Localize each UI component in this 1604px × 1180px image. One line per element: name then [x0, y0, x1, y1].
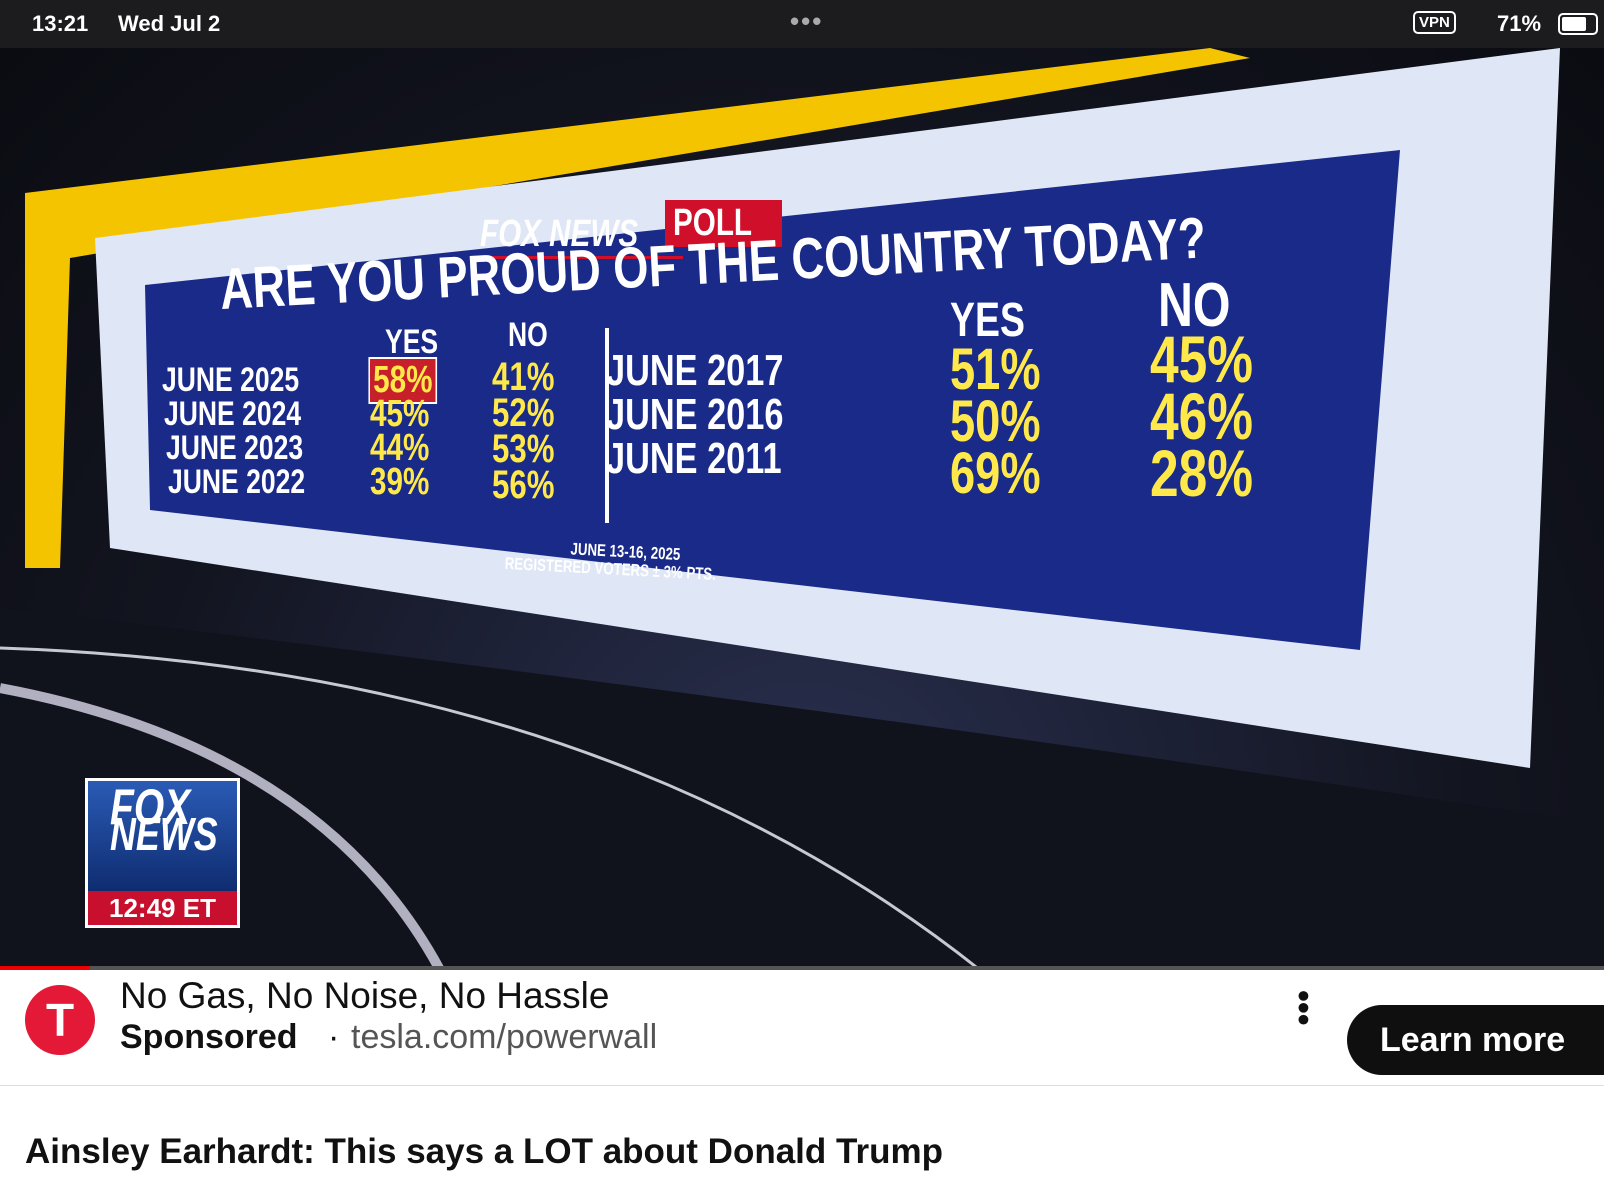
yes-value: 51% [950, 336, 1066, 403]
column-header-text: NO [508, 316, 548, 354]
advertiser-logo: T [25, 985, 95, 1055]
yes-value: 39% [370, 461, 446, 504]
column-header: NO [1158, 270, 1251, 341]
video-player[interactable]: FOX NEWS POLL ARE YOU PROUD OF THE COUNT… [0, 48, 1604, 970]
yes-value-text: 50% [950, 389, 1041, 454]
separator: · [328, 1018, 340, 1056]
row-label-text: JUNE 2024 [164, 395, 302, 433]
ad-banner[interactable]: T No Gas, No Noise, No Hassle Sponsored … [0, 970, 1604, 1086]
learn-more-button[interactable]: Learn more [1347, 1005, 1604, 1075]
no-value: 46% [1150, 378, 1282, 454]
column-header-text: YES [950, 294, 1025, 347]
video-title: Ainsley Earhardt: This says a LOT about … [25, 1132, 943, 1171]
no-value-text: 56% [492, 463, 555, 507]
brand: FOX NEWS [480, 213, 639, 255]
no-value-text: 28% [1150, 436, 1254, 510]
ad-url[interactable]: tesla.com/powerwall [351, 1018, 658, 1056]
row-label: JUNE 2017 [606, 346, 833, 396]
column-header-text: NO [1158, 271, 1231, 340]
column-header: YES [950, 293, 1046, 348]
row-label-text: JUNE 2017 [606, 346, 784, 395]
time: 13:21 [32, 11, 89, 36]
multitask-dots[interactable]: ••• [790, 6, 824, 36]
yes-value: 44% [370, 427, 446, 470]
no-value: 45% [1150, 321, 1282, 397]
row-label: JUNE 2023 [166, 429, 342, 468]
yes-value: 45% [370, 393, 446, 436]
row-label-text: JUNE 2011 [606, 434, 782, 483]
yes-value-text: 69% [950, 441, 1041, 506]
column-header: NO [508, 316, 559, 355]
sponsored-label: Sponsored [120, 1018, 298, 1056]
more-options[interactable]: ••• [1284, 990, 1322, 1026]
yes-value: 58% [368, 357, 454, 404]
row-label-text: JUNE 2023 [166, 429, 304, 467]
no-value-text: 46% [1150, 379, 1254, 453]
no-value-text: 53% [492, 427, 555, 471]
progress-track[interactable] [0, 966, 1604, 970]
yes-value-text: 44% [370, 427, 430, 469]
row-label: JUNE 2011 [606, 434, 831, 484]
poll-board [145, 150, 1400, 650]
studio-background [0, 48, 1604, 970]
yes-value-text: 39% [370, 461, 430, 503]
yes-value-text: 45% [370, 393, 430, 435]
column-header: YES [385, 323, 453, 362]
no-value: 52% [492, 391, 572, 436]
row-label: JUNE 2022 [168, 463, 344, 502]
yes-value: 69% [950, 440, 1066, 507]
no-value-text: 41% [492, 355, 555, 399]
vpn-badge: VPN [1413, 11, 1456, 34]
no-value: 56% [492, 463, 572, 508]
ad-title[interactable]: No Gas, No Noise, No Hassle [120, 975, 610, 1016]
row-label-text: JUNE 2025 [162, 361, 300, 399]
battery-percent: 71% [1497, 11, 1542, 36]
yellow-arch [25, 48, 1250, 568]
yes-value: 50% [950, 388, 1066, 455]
row-label: JUNE 2025 [162, 361, 338, 400]
no-value: 41% [492, 355, 572, 400]
row-label-text: JUNE 2016 [606, 390, 784, 439]
network-bug: FOX NEWS 12:49 ET [85, 778, 240, 928]
row-label: JUNE 2024 [164, 395, 340, 434]
row-label-text: JUNE 2022 [168, 463, 306, 501]
floor-line [0, 646, 981, 970]
column-header-text: YES [385, 323, 439, 361]
status-bar: 13:21 Wed Jul 2 ••• VPN 71% [0, 0, 1604, 48]
divider [605, 328, 609, 523]
date: Wed Jul 2 [118, 11, 221, 36]
no-value-text: 52% [492, 391, 555, 435]
battery-icon [1558, 13, 1598, 35]
no-value: 28% [1150, 435, 1282, 511]
yes-value-text: 58% [368, 357, 438, 404]
poll-brand: FOX NEWS [480, 213, 683, 259]
no-value-text: 45% [1150, 322, 1254, 396]
no-value: 53% [492, 427, 572, 472]
floor-line [0, 683, 445, 970]
yes-value-text: 51% [950, 337, 1041, 402]
poll-label: POLL [665, 200, 783, 247]
row-label: JUNE 2016 [606, 390, 833, 440]
